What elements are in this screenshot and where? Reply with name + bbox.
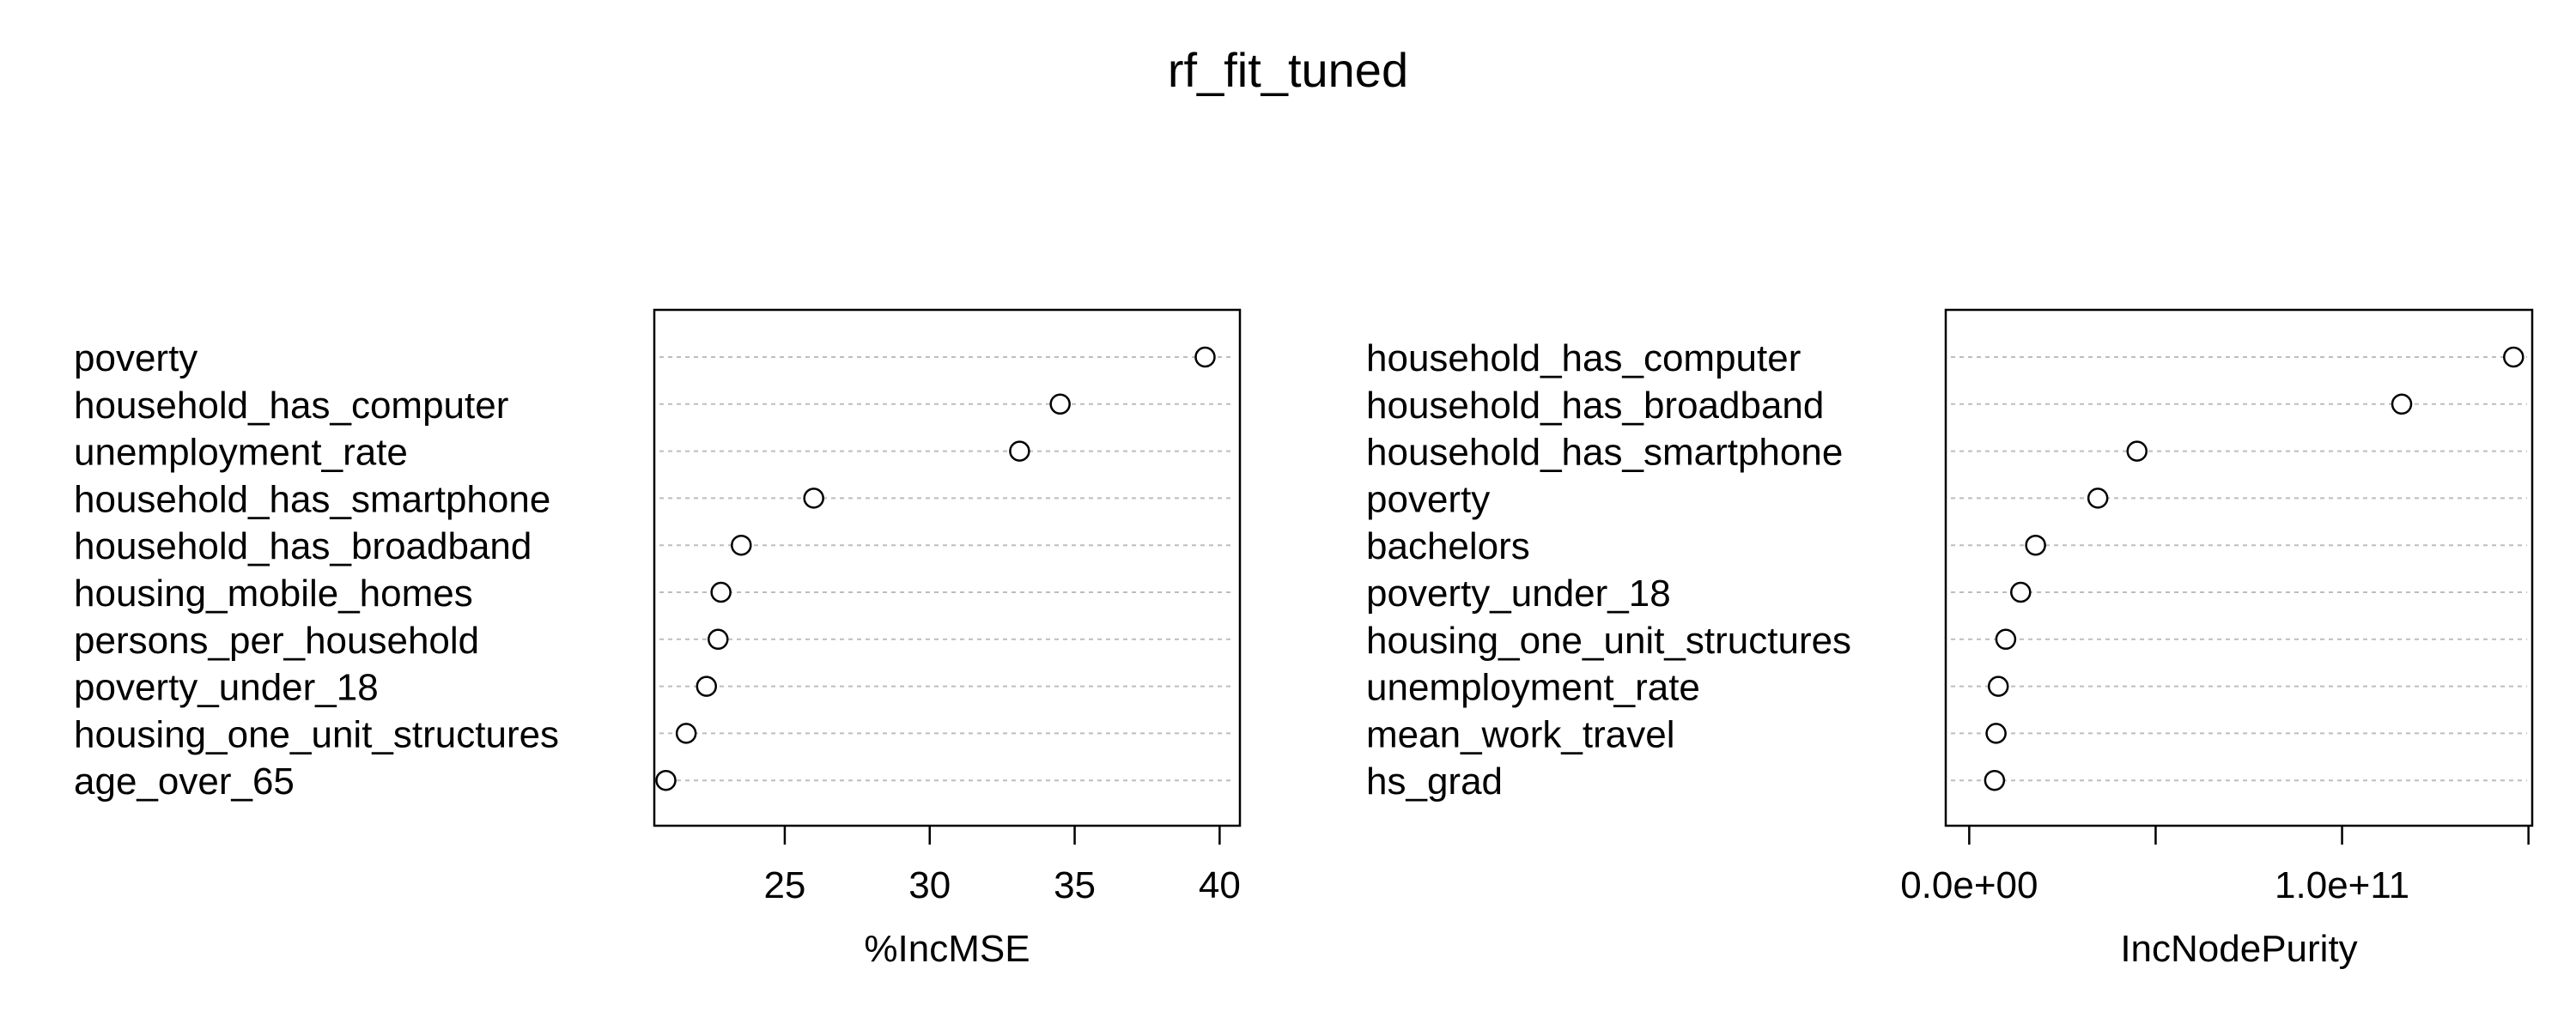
variable-label: bachelors <box>1366 525 1530 567</box>
importance-point <box>708 628 729 651</box>
variable-label: age_over_65 <box>74 760 295 803</box>
variable-label: household_has_broadband <box>1366 385 1824 427</box>
variable-label: mean_work_travel <box>1366 713 1675 755</box>
variable-label: housing_one_unit_structures <box>1366 620 1851 662</box>
variable-label: unemployment_rate <box>74 432 408 474</box>
importance-point <box>2025 534 2046 556</box>
importance-point <box>2391 393 2413 415</box>
variable-label: poverty_under_18 <box>1366 573 1671 615</box>
importance-point <box>655 769 677 791</box>
importance-point <box>1009 440 1030 462</box>
importance-point <box>1984 769 2006 791</box>
x-tick-label: 35 <box>1054 864 1096 906</box>
variable-label: household_has_computer <box>74 385 508 427</box>
variable-label: household_has_broadband <box>74 525 532 567</box>
variable-label: housing_mobile_homes <box>74 573 473 615</box>
x-tick-label: 25 <box>763 864 805 906</box>
panel-2: household_has_computer household_has_broa… <box>1366 308 2534 970</box>
variable-label: household_has_smartphone <box>74 478 550 520</box>
panel-1: poverty household_has_computer unemploymen… <box>74 308 1242 970</box>
x-axis-label: %IncMSE <box>864 928 1030 970</box>
variable-label: persons_per_household <box>74 620 479 662</box>
variable-label: hs_grad <box>1366 760 1503 803</box>
importance-plot-incmse: poverty household_has_computer unemploymen… <box>74 308 1242 970</box>
plot-frame <box>1944 308 2534 827</box>
importance-point <box>1049 393 1071 415</box>
x-axis-label: IncNodePurity <box>2120 928 2357 970</box>
x-tick-label: 30 <box>908 864 951 906</box>
chart-title: rf_fit_tuned <box>1167 43 1409 97</box>
variable-label: unemployment_rate <box>1366 667 1700 709</box>
variable-label: poverty <box>74 337 197 379</box>
importance-point <box>1995 628 2017 651</box>
importance-point <box>2503 346 2524 368</box>
variable-label: household_has_computer <box>1366 337 1801 379</box>
variable-label: poverty <box>1366 478 1490 520</box>
importance-point <box>2126 440 2148 462</box>
importance-point <box>675 723 697 744</box>
importance-point <box>696 676 718 697</box>
importance-point <box>1987 676 2009 697</box>
importance-point <box>2087 488 2109 509</box>
variable-label: poverty_under_18 <box>74 667 379 709</box>
plot-frame <box>653 308 1242 827</box>
variable-label: household_has_smartphone <box>1366 432 1843 474</box>
importance-point <box>1985 723 2007 744</box>
importance-point <box>803 488 824 509</box>
x-tick-label: 1.0e+11 <box>2275 864 2409 906</box>
importance-point <box>1194 346 1216 368</box>
x-tick-label: 0.0e+00 <box>1900 864 2038 906</box>
variable-label: housing_one_unit_structures <box>74 713 559 755</box>
x-tick-label: 40 <box>1199 864 1241 906</box>
importance-point <box>731 534 752 556</box>
importance-point <box>710 581 732 603</box>
importance-point <box>2010 581 2032 603</box>
